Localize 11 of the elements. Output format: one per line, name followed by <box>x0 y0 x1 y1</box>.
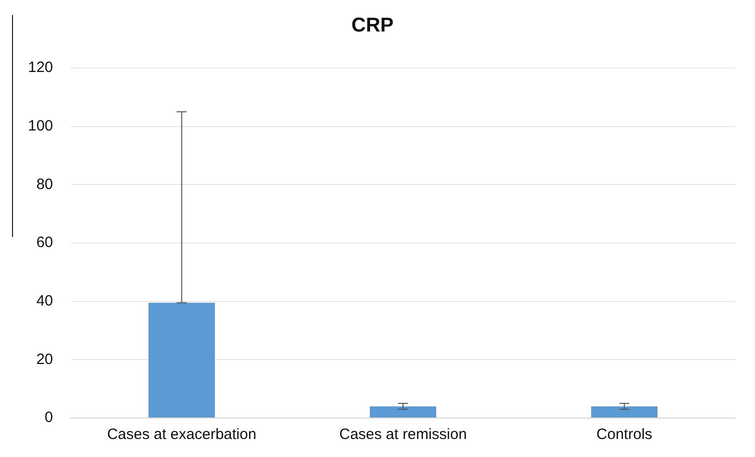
chart-title: CRP <box>351 14 394 37</box>
x-tick-label: Controls <box>596 426 652 444</box>
y-tick-label: 120 <box>28 59 54 76</box>
y-tick-label: 100 <box>28 117 54 134</box>
y-tick-label: 80 <box>36 176 54 193</box>
y-tick-label: 0 <box>44 409 54 426</box>
y-tick-label: 40 <box>36 292 54 310</box>
x-tick-label: Cases at exacerbation <box>107 426 256 444</box>
y-tick-label: 20 <box>36 350 54 368</box>
x-tick-label: Cases at remission <box>339 426 467 444</box>
y-tick-label: 60 <box>36 234 54 252</box>
